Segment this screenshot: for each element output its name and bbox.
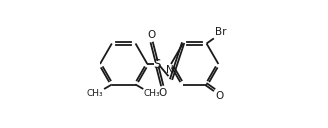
- Text: CH₃: CH₃: [87, 89, 103, 98]
- Text: O: O: [215, 91, 223, 101]
- Text: CH₃: CH₃: [144, 89, 160, 98]
- Text: O: O: [158, 88, 166, 98]
- Text: O: O: [148, 30, 156, 40]
- Text: N: N: [166, 65, 174, 75]
- Text: Br: Br: [215, 27, 227, 37]
- Text: S: S: [153, 57, 161, 71]
